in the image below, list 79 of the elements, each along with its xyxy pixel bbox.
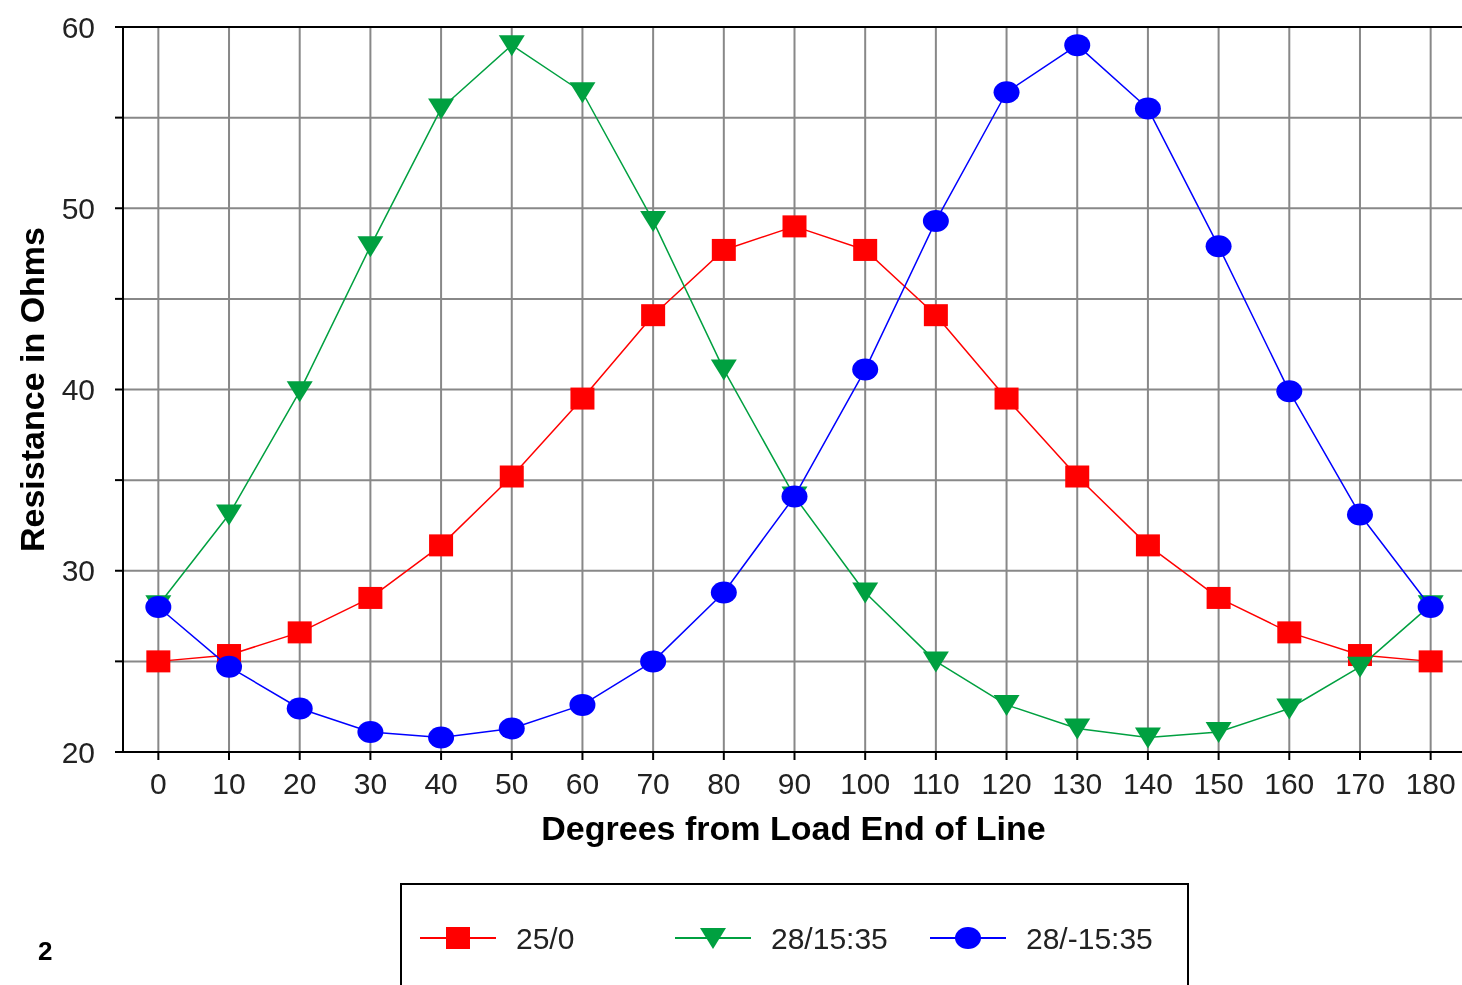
point — [498, 717, 525, 740]
legend-label: 28/-15:35 — [1026, 921, 1153, 955]
point — [146, 650, 171, 673]
point — [852, 582, 879, 604]
y-tick-label: 30 — [61, 554, 95, 588]
point — [357, 236, 384, 258]
y-tick-label: 50 — [61, 191, 95, 225]
point — [569, 82, 596, 104]
point — [1205, 235, 1232, 258]
point — [357, 721, 384, 744]
point — [993, 81, 1020, 104]
x-tick-label: 120 — [981, 767, 1032, 800]
x-tick-label: 130 — [1052, 767, 1103, 800]
legend-label: 28/15:35 — [771, 921, 888, 955]
x-tick-label: 40 — [424, 767, 458, 800]
x-tick-label: 50 — [495, 767, 529, 800]
x-tick-label: 90 — [777, 767, 812, 800]
point — [569, 693, 596, 716]
x-tick-label: 100 — [840, 767, 891, 800]
x-tick-label: 140 — [1122, 767, 1173, 800]
point — [1064, 34, 1091, 57]
x-tick-label: 60 — [565, 767, 600, 800]
point — [923, 304, 948, 327]
point — [711, 238, 736, 261]
point — [853, 238, 878, 261]
point — [710, 359, 737, 381]
x-tick-label: 180 — [1405, 767, 1456, 800]
x-tick-label: 170 — [1334, 767, 1385, 800]
point — [993, 694, 1020, 716]
point — [710, 581, 737, 604]
point — [216, 504, 243, 526]
point — [1276, 698, 1303, 720]
y-tick-label: 20 — [61, 735, 95, 769]
point — [286, 697, 313, 720]
point — [1134, 97, 1161, 120]
y-tick-label: 60 — [61, 10, 95, 44]
point — [782, 215, 807, 238]
x-tick-label: 150 — [1193, 767, 1244, 800]
point — [286, 381, 313, 403]
point — [641, 304, 666, 327]
x-axis-title: Degrees from Load End of Line — [541, 809, 1046, 847]
x-tick-label: 80 — [707, 767, 741, 800]
x-tick-label: 0 — [150, 767, 167, 800]
point — [922, 209, 949, 232]
y-axis-title: Resistance in Ohms — [13, 226, 51, 553]
point — [852, 358, 879, 381]
point — [428, 98, 455, 120]
x-tick-label: 160 — [1264, 767, 1315, 800]
y-tick-label: 40 — [61, 373, 95, 406]
point — [287, 621, 312, 644]
point — [922, 651, 949, 673]
point — [1135, 534, 1160, 557]
point — [640, 210, 667, 232]
point — [1065, 465, 1090, 488]
point — [1205, 722, 1232, 744]
x-tick-label: 70 — [636, 767, 670, 800]
point — [498, 35, 525, 57]
point — [640, 650, 667, 673]
point — [499, 465, 524, 488]
x-tick-label: 30 — [353, 767, 388, 800]
x-tick-label: 20 — [283, 767, 317, 800]
point — [1346, 503, 1373, 526]
legend-label: 25/0 — [516, 921, 575, 955]
point — [428, 726, 455, 749]
point — [429, 534, 454, 557]
point — [1064, 718, 1091, 740]
point — [1276, 380, 1303, 403]
point — [1277, 621, 1302, 644]
text: 2 — [38, 936, 53, 966]
point — [216, 655, 243, 678]
point — [1346, 656, 1373, 678]
point — [1418, 650, 1443, 673]
point — [570, 387, 595, 410]
point — [994, 387, 1019, 410]
point — [358, 586, 383, 609]
x-tick-label: 110 — [911, 767, 960, 800]
x-tick-label: 10 — [212, 767, 246, 800]
point — [1206, 586, 1231, 609]
point — [1134, 727, 1161, 749]
